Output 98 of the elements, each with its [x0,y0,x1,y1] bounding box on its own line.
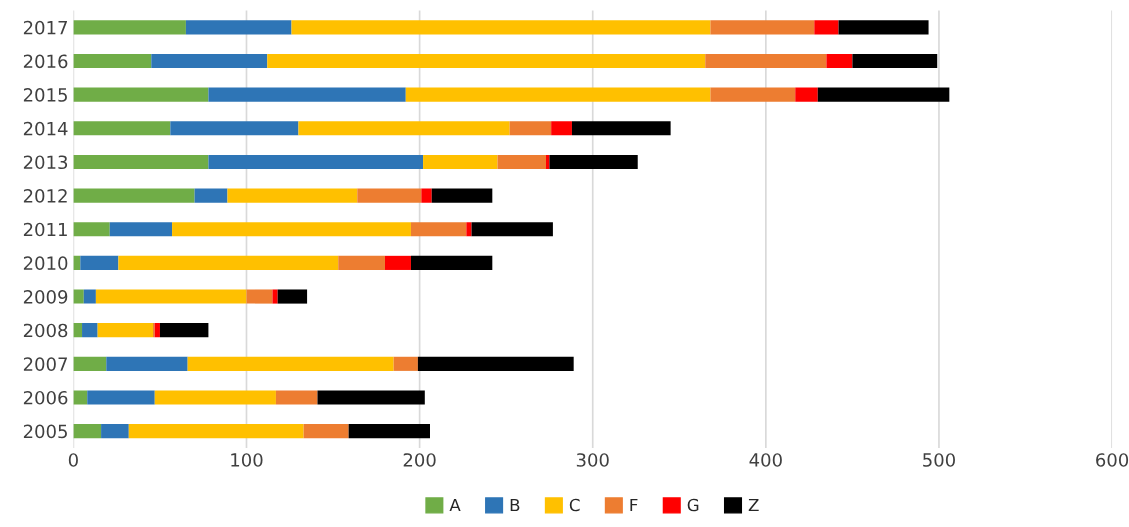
bar [357,188,422,203]
y-tick-label: 2017 [23,20,67,35]
bar [73,188,195,203]
bar [246,289,273,304]
y-tick-label: 2012 [23,189,67,203]
bar [421,188,432,203]
legend-label: Z [748,498,759,512]
bar [466,222,472,237]
x-tick-label: 500 [923,453,955,467]
bar [73,53,152,69]
bar [384,255,411,270]
y-tick-label: 2009 [23,290,68,304]
bar [118,255,339,270]
bar [151,53,268,69]
y-tick-label: 2016 [23,54,68,69]
bar [272,289,278,304]
bar [423,154,498,170]
bar [154,390,276,405]
bar [814,20,839,35]
bar [431,188,493,203]
bar [393,356,418,371]
x-tick-label: 600 [1096,453,1129,467]
x-tick-label: 100 [231,453,263,467]
bar [73,390,88,405]
bar [101,424,129,439]
bar [73,154,209,170]
x-tick-label: 400 [749,453,782,467]
bar [73,222,110,237]
bar [170,121,299,136]
y-tick-label: 2008 [23,323,68,338]
y-tick-label: 2007 [23,357,67,371]
bar [73,20,186,35]
bar [87,390,155,405]
bar [95,289,247,304]
bar [509,121,552,136]
bar [551,121,572,136]
bar [826,53,853,69]
bar [277,289,308,304]
bar [106,356,188,371]
bar [817,87,950,102]
bar [417,356,574,371]
y-tick-label: 2011 [23,222,67,237]
bar [275,390,318,405]
bar [710,20,815,35]
y-tick-label: 2013 [23,155,68,170]
x-tick-label: 0 [68,453,78,467]
bar [172,222,411,237]
bar [267,53,706,69]
bar [80,255,119,270]
bar [194,188,228,203]
bar [410,255,493,270]
bar [571,121,671,136]
bar [154,323,160,338]
bar [159,323,209,338]
bar [405,87,711,102]
bar [208,87,406,102]
legend-label: F [630,498,638,512]
x-tick-label: 300 [576,453,609,467]
bar [83,289,96,304]
bar [471,222,553,237]
bar [128,424,304,439]
bar [208,154,424,170]
legend-label: A [449,498,461,512]
bar [227,188,358,203]
bar [705,53,827,69]
bar [410,222,467,237]
legend-label: C [569,498,580,512]
bar [82,323,98,338]
bar [187,356,394,371]
bar [109,222,173,237]
y-tick-label: 2014 [23,121,68,136]
bar [303,424,349,439]
y-tick-label: 2010 [23,256,68,271]
bar [291,20,711,35]
bar [338,255,385,270]
bar [348,424,430,439]
bar [795,87,818,102]
bar [549,154,638,170]
y-tick-label: 2005 [23,424,67,439]
legend-label: B [510,498,520,512]
bar [298,121,510,136]
bar [73,121,171,136]
x-tick-label: 200 [403,453,436,467]
bar [852,53,938,69]
bar [497,154,546,170]
bar [73,87,209,102]
y-tick-label: 2015 [23,88,67,102]
bar [73,323,83,338]
bar [710,87,796,102]
legend-label: G [687,498,699,512]
bar [838,20,929,35]
bar [73,289,84,304]
y-tick-label: 2006 [23,390,68,405]
bar [73,356,107,371]
bar [317,390,425,405]
bar [185,20,292,35]
bar [97,323,154,338]
bar [73,424,102,439]
